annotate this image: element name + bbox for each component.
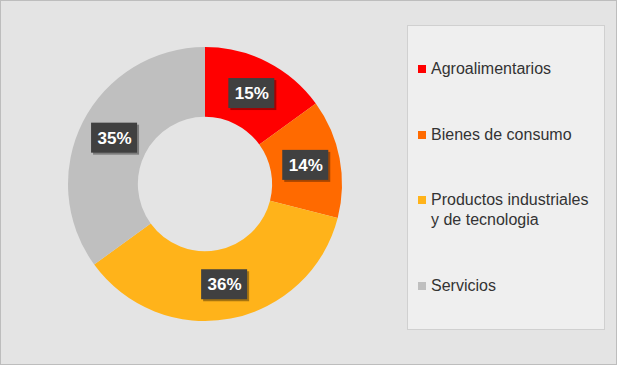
- svg-text:35%: 35%: [98, 129, 132, 148]
- svg-text:36%: 36%: [208, 275, 242, 294]
- html-text:Bienes de consumo: Bienes de consumo: [431, 125, 572, 143]
- html-text:Agroalimentarios: Agroalimentarios: [431, 59, 552, 77]
- html-text:Servicios: Servicios: [431, 277, 496, 295]
- html-text:Productos industriales y de te: Productos industriales y de tecnologia: [431, 191, 589, 229]
- svg-text:14%: 14%: [289, 156, 323, 175]
- svg-text:15%: 15%: [235, 84, 269, 103]
